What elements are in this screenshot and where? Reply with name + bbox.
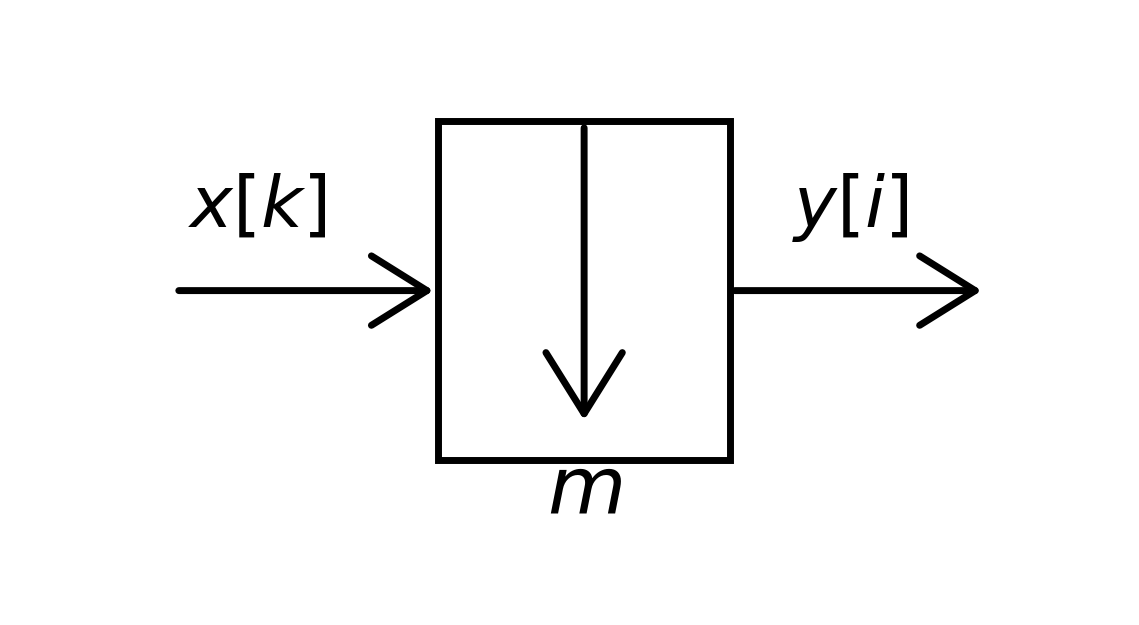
Text: $x[k]$: $x[k]$ (188, 171, 326, 242)
Text: $m$: $m$ (547, 452, 622, 529)
Bar (437, 121, 730, 460)
Text: $y[i]$: $y[i]$ (792, 171, 909, 244)
